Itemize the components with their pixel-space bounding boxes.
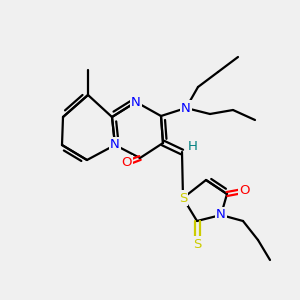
Text: S: S xyxy=(179,191,187,205)
Text: N: N xyxy=(110,139,120,152)
Text: O: O xyxy=(239,184,249,196)
Text: O: O xyxy=(122,157,132,169)
Text: N: N xyxy=(131,95,141,109)
Text: S: S xyxy=(193,238,201,250)
Text: N: N xyxy=(216,208,226,221)
Text: H: H xyxy=(188,140,198,152)
Text: N: N xyxy=(181,101,191,115)
